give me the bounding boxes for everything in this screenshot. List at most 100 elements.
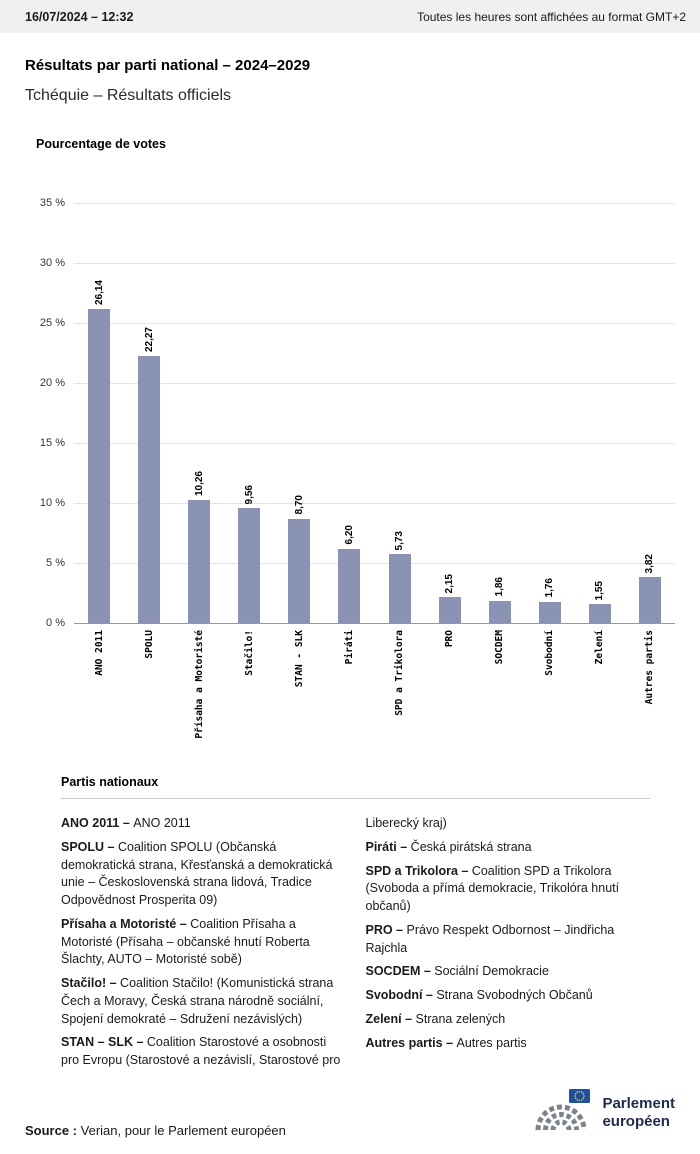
party-definition: Svobodní – Strana Svobodných Občanů (365, 988, 593, 1002)
bar-value-label: 1,86 (494, 577, 506, 597)
party-abbreviation: SPOLU – (61, 839, 118, 854)
page-title: Résultats par parti national – 2024–2029 (25, 57, 311, 74)
party-abbreviation: ANO 2011 – (61, 816, 134, 830)
legend-divider (61, 798, 650, 799)
gridline (74, 383, 675, 384)
y-tick-label: 10 % (39, 497, 65, 509)
x-axis-labels: ANO 2011 SPOLU Přísaha a Motoristé Stačilo!… (74, 623, 675, 761)
bar-slot: 22,27 (124, 203, 174, 623)
party-abbreviation: Piráti – (365, 839, 411, 854)
chart-title: Pourcentage de votes (36, 137, 166, 151)
x-axis-line (74, 623, 675, 624)
x-tick-label: ANO 2011 (93, 630, 105, 676)
party-abbreviation: STAN – SLK – (61, 1035, 147, 1050)
bar-slot: 2,15 (425, 203, 475, 623)
bar-slot: 1,55 (575, 203, 625, 623)
bar-slot: 26,14 (74, 203, 124, 623)
main-content: Résultats par parti national – 2024–2029… (0, 33, 700, 1076)
party-abbreviation: Stačilo! – (61, 976, 121, 990)
x-label-slot: Piráti (324, 623, 374, 761)
x-tick-label: Zelení (594, 630, 606, 665)
plot-area: 35 % 30 % 25 % 20 % 15 % 10 % 5 % 0 % 26,14 22,2… (36, 197, 675, 629)
x-label-slot: SPD a Trikolora (374, 623, 424, 761)
party-definition: Liberecký kraj) (365, 816, 447, 830)
x-tick-label: STAN - SLK (293, 630, 305, 688)
x-label-slot: Autres partis (625, 623, 675, 761)
bar (338, 548, 361, 623)
party-definition: Zelení – Strana zelených (365, 1011, 506, 1026)
bar (388, 554, 411, 623)
party-definition: STAN – SLK – Coalition Starostové a osob… (61, 1035, 341, 1067)
bar-value-label: 10,26 (193, 470, 205, 496)
gridline (74, 203, 675, 204)
bar-chart: Pourcentage de votes 35 % 30 % 25 % 20 % 15 … (36, 137, 675, 761)
y-axis: 35 % 30 % 25 % 20 % 15 % 10 % 5 % 0 % (36, 197, 74, 629)
source-note: Source : Verian, pour le Parlement europ… (25, 1123, 286, 1138)
bar-value-label: 8,70 (293, 495, 305, 515)
timezone-note: Toutes les heures sont affichées au form… (417, 9, 686, 24)
bar-slot: 1,86 (475, 203, 525, 623)
page-subtitle: Tchéquie – Résultats officiels (25, 87, 232, 104)
gridline (74, 443, 675, 444)
party-abbreviation: PRO – (365, 922, 407, 937)
bar-slot: 6,20 (324, 203, 374, 623)
party-definition: Autres partis – Autres partis (365, 1035, 527, 1050)
source-text: Verian, pour le Parlement européen (80, 1123, 286, 1138)
bar-slot: 10,26 (174, 203, 224, 623)
bar-slot: 8,70 (274, 203, 324, 623)
party-definition: Piráti – Česká pirátská strana (365, 839, 532, 854)
x-label-slot: STAN - SLK (274, 623, 324, 761)
x-tick-label: SPOLU (143, 630, 155, 659)
plot-region: 26,14 22,27 10,26 9,56 8,70 6,20 5,73 2,15 1,86 1… (74, 203, 675, 624)
bar-slot: 1,76 (525, 203, 575, 623)
legend-column-right: Liberecký kraj) Piráti – Česká pirátská s… (366, 815, 651, 1076)
hemicycle-eu-flag-icon (529, 1087, 593, 1138)
bar (538, 601, 561, 623)
party-legend: Partis nationaux ANO 2011 – ANO 2011 SPOL… (61, 775, 650, 1076)
bar-value-label: 3,82 (644, 553, 656, 574)
y-tick-label: 25 % (39, 317, 65, 329)
party-abbreviation: SPD a Trikolora – (365, 863, 472, 878)
x-label-slot: SOCDEM (475, 623, 525, 761)
gridline (74, 503, 675, 504)
gridline (74, 323, 675, 324)
party-definition: SPD a Trikolora – Coalition SPD a Trikol… (365, 863, 620, 914)
bar-value-label: 1,76 (544, 578, 556, 598)
bars-container: 26,14 22,27 10,26 9,56 8,70 6,20 5,73 2,15 1,86 1… (74, 203, 675, 623)
datetime-label: 16/07/2024 – 12:32 (25, 9, 134, 24)
bar-value-label: 5,73 (394, 530, 405, 551)
x-tick-label: PRO (444, 630, 456, 648)
party-definition: Přísaha a Motoristé – Coalition Přísaha … (61, 916, 310, 967)
bar (188, 499, 211, 623)
bar (88, 309, 111, 623)
x-tick-label: SOCDEM (494, 630, 506, 665)
bar (288, 518, 311, 623)
bar-value-label: 26,14 (93, 280, 105, 306)
logo-line-1: Parlement (602, 1095, 675, 1113)
party-definition: SOCDEM – Sociální Demokracie (365, 964, 549, 979)
party-abbreviation: SOCDEM – (365, 964, 435, 979)
bar (588, 604, 611, 623)
source-label: Source : (25, 1123, 78, 1138)
x-label-slot: SPOLU (124, 623, 174, 761)
bar-slot: 9,56 (224, 203, 274, 623)
x-tick-label: Přísaha a Motoristé (193, 630, 205, 739)
party-abbreviation: Svobodní – (365, 988, 437, 1002)
bar (638, 577, 661, 623)
logo-wordmark: Parlement européen (602, 1095, 675, 1130)
bar (238, 508, 261, 623)
x-tick-label: Piráti (343, 630, 355, 665)
bar-value-label: 22,27 (143, 326, 155, 352)
x-tick-label: Autres partis (644, 630, 656, 705)
x-label-slot: Zelení (575, 623, 625, 761)
x-tick-label: Svobodní (544, 630, 556, 676)
y-tick-label: 0 % (46, 617, 65, 629)
x-label-slot: PRO (425, 623, 475, 761)
party-abbreviation: Přísaha a Motoristé – (61, 916, 191, 931)
party-abbreviation: Autres partis – (365, 1035, 457, 1050)
y-tick-label: 20 % (39, 377, 65, 389)
bar (138, 355, 161, 623)
legend-column-left: ANO 2011 – ANO 2011 SPOLU – Coalition SPO… (61, 815, 346, 1076)
x-label-slot: Stačilo! (224, 623, 274, 761)
